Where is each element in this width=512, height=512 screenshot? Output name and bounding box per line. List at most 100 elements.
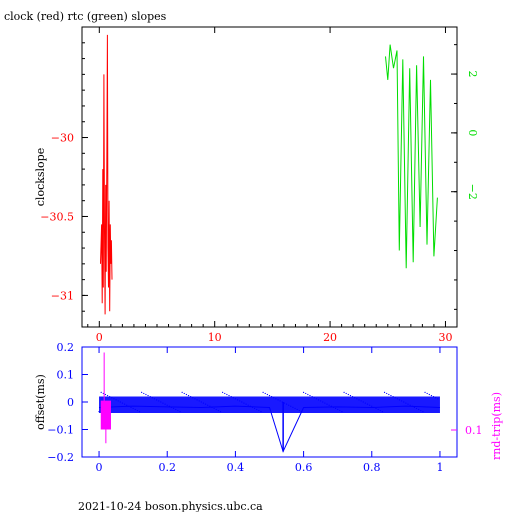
- bottom-series-blue-point: [354, 397, 356, 399]
- bottom-series-blue-point: [426, 392, 428, 395]
- bottom-x-tick-label: 1: [436, 461, 443, 474]
- bottom-series-blue-point: [343, 391, 345, 393]
- top-series-red: [100, 34, 113, 315]
- bottom-series-blue-point: [330, 405, 332, 407]
- bottom-series-blue-point: [364, 402, 366, 404]
- bottom-series-blue-point: [162, 402, 164, 404]
- bottom-series-blue-point: [430, 394, 433, 397]
- bottom-series-blue-point: [377, 408, 379, 411]
- bottom-series-blue-point: [173, 407, 175, 410]
- bottom-x-tick-label: 0: [96, 461, 103, 474]
- bottom-series-blue-point: [298, 409, 300, 412]
- bottom-series-blue-point: [164, 403, 166, 405]
- bottom-series-blue-point: [117, 400, 119, 402]
- bottom-series-blue-point: [175, 408, 177, 411]
- bottom-series-blue-point: [351, 396, 354, 398]
- bottom-series-blue-point: [158, 400, 160, 402]
- bottom-series-blue-point: [102, 392, 104, 395]
- bottom-y-axis-ticks: 0.2 0.1 0 −0.1 −0.2: [47, 341, 88, 464]
- bottom-series-blue-point: [403, 401, 405, 403]
- top-y2-tick-label: −2: [466, 184, 479, 200]
- bottom-series-blue-point: [128, 405, 130, 407]
- bottom-series-blue-point: [302, 391, 305, 393]
- bottom-series-blue-point: [179, 411, 181, 413]
- bottom-series-blue-point: [166, 404, 168, 406]
- bottom-series-blue-point: [234, 398, 237, 400]
- bottom-y-tick-label: 0.1: [57, 369, 75, 382]
- bottom-series-blue-point: [366, 403, 369, 405]
- bottom-series-blue-point: [168, 405, 170, 407]
- bottom-series-blue-point: [262, 391, 264, 393]
- bottom-series-blue-point: [313, 397, 315, 399]
- bottom-series-blue-point: [334, 407, 337, 410]
- bottom-series-blue-point: [379, 409, 381, 412]
- bottom-series-blue-point: [317, 399, 320, 401]
- bottom-series-group: [98, 352, 441, 453]
- bottom-series-blue-point: [358, 399, 360, 401]
- top-y2-tick-label: 0: [466, 129, 479, 136]
- bottom-series-blue-point: [273, 397, 275, 399]
- bottom-series-blue-point: [309, 394, 311, 397]
- bottom-series-blue-point: [409, 404, 411, 406]
- bottom-series-blue-point: [432, 396, 435, 398]
- bottom-series-blue-point: [332, 406, 335, 408]
- bottom-series-blue-point: [326, 403, 328, 405]
- bottom-x-tick-label: 0.2: [158, 461, 176, 474]
- bottom-series-blue-point: [170, 406, 173, 408]
- bottom-series-blue-point: [411, 405, 413, 407]
- bottom-series-blue-point: [215, 408, 217, 411]
- bottom-series-blue-point: [132, 407, 134, 410]
- bottom-series-blue-point: [386, 392, 388, 395]
- bottom-series-blue-point: [200, 401, 202, 403]
- top-x-tick-label: 10: [208, 331, 222, 344]
- bottom-series-blue-point: [119, 401, 121, 403]
- bottom-series-blue-point: [277, 399, 279, 401]
- bottom-series-blue-point: [268, 394, 271, 397]
- bottom-series-blue-point: [196, 399, 198, 401]
- bottom-series-blue-point: [407, 403, 409, 405]
- bottom-series-blue-point: [401, 400, 403, 402]
- bottom-series-blue-point: [251, 406, 254, 408]
- bottom-series-blue-point: [185, 393, 188, 396]
- bottom-series-blue-point: [413, 406, 415, 408]
- bottom-series-blue-point: [392, 396, 394, 398]
- top-y-tick-label: −30.5: [40, 210, 74, 223]
- bottom-series-blue-point: [256, 408, 258, 411]
- bottom-series-blue-point: [134, 408, 136, 411]
- bottom-series-blue-point: [155, 399, 158, 401]
- bottom-series-blue-point: [245, 403, 247, 405]
- bottom-series-blue-point: [213, 407, 215, 410]
- top-y-tick-label: −30: [51, 132, 74, 145]
- bottom-series-blue-point: [337, 408, 339, 411]
- bottom-series-blue-point: [360, 400, 362, 402]
- bottom-series-blue-point: [294, 407, 296, 410]
- bottom-series-blue-point: [339, 409, 341, 412]
- bottom-series-blue-point: [394, 397, 396, 399]
- bottom-y-tick-label: −0.2: [47, 451, 74, 464]
- bottom-series-blue-point: [341, 411, 343, 413]
- top-y2-axis-ticks: 2 0 −2: [451, 44, 479, 310]
- bottom-series-blue-point: [307, 393, 309, 396]
- bottom-x-tick-label: 0.8: [363, 461, 381, 474]
- bottom-series-blue-point: [224, 392, 226, 395]
- bottom-y-tick-label: −0.1: [47, 424, 74, 437]
- top-y2-tick-label: 2: [466, 71, 479, 78]
- bottom-series-blue-point: [349, 394, 352, 397]
- footer-text: 2021-10-24 boson.physics.ubc.ca: [78, 500, 263, 512]
- top-x-axis-ticks: 0 10 20 30: [87, 27, 458, 344]
- bottom-series-blue-point: [415, 407, 418, 410]
- bottom-series-blue-point: [138, 411, 141, 413]
- bottom-series-blue-point: [104, 393, 107, 396]
- bottom-series-blue-point: [190, 396, 192, 398]
- top-x-tick-label: 0: [96, 331, 103, 344]
- bottom-series-blue-point: [258, 409, 260, 412]
- bottom-series-blue-point: [183, 392, 185, 395]
- bottom-series-blue-point: [109, 396, 111, 398]
- bottom-series-blue-point: [130, 406, 132, 408]
- bottom-series-blue-point: [375, 407, 377, 410]
- bottom-series-blue-point: [283, 402, 286, 404]
- bottom-series-blue-point: [324, 402, 326, 404]
- bottom-series-blue-point: [305, 392, 307, 395]
- bottom-series-blue-point: [241, 401, 243, 403]
- bottom-series-blue-point: [187, 394, 190, 397]
